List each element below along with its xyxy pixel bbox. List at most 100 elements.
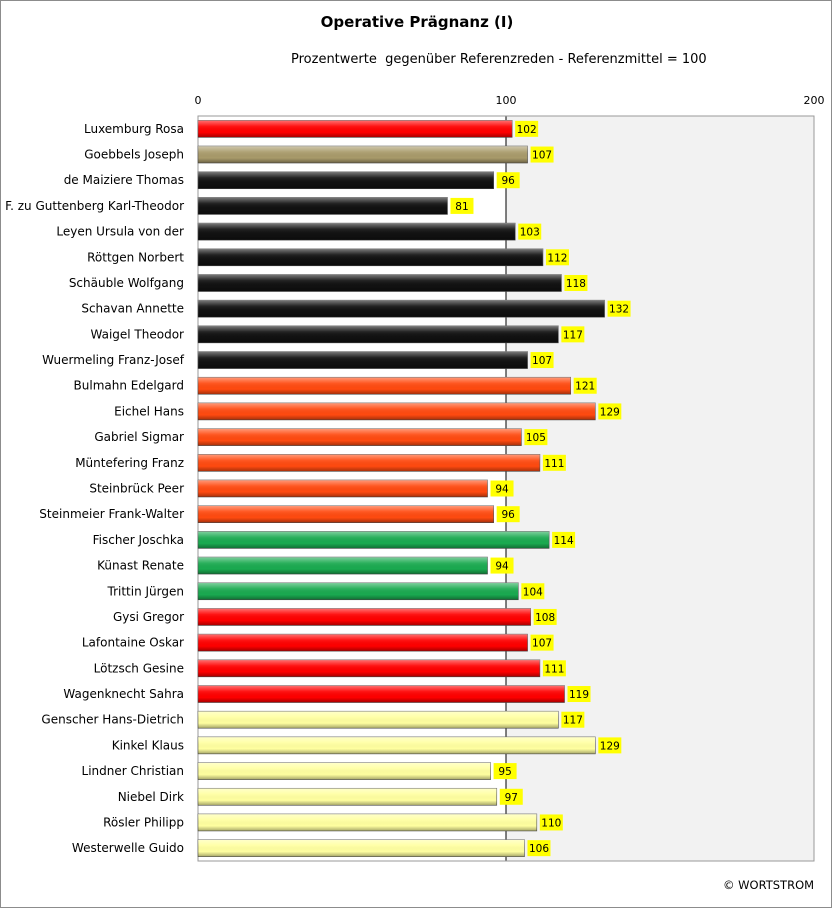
data-label-box	[530, 352, 554, 369]
bar-shine	[198, 454, 540, 472]
data-label: 95	[498, 766, 511, 778]
data-label: 81	[455, 201, 468, 213]
data-label-box	[573, 377, 597, 394]
data-label: 129	[600, 740, 620, 752]
data-label: 118	[566, 278, 586, 290]
bar-shine	[198, 402, 596, 420]
data-label: 107	[532, 150, 552, 162]
data-label-box	[450, 197, 474, 214]
data-label-box	[521, 583, 545, 600]
data-label-box	[496, 506, 520, 523]
data-label: 96	[501, 509, 515, 521]
category-label: Steinmeier Frank-Walter	[39, 507, 184, 521]
data-label-box	[518, 223, 542, 240]
category-label: Lötzsch Gesine	[94, 661, 184, 675]
data-label: 94	[495, 561, 509, 573]
chart-title: Operative Prägnanz (I)	[320, 13, 514, 31]
category-label: Steinbrück Peer	[89, 482, 184, 496]
category-label: Schäuble Wolfgang	[69, 276, 184, 290]
category-label: Waigel Theodor	[91, 327, 185, 341]
data-label: 97	[505, 792, 518, 804]
category-label: Genscher Hans-Dietrich	[41, 713, 184, 727]
bar-shine	[198, 377, 571, 395]
data-label-box	[598, 737, 622, 754]
category-label: Künast Renate	[97, 559, 184, 573]
data-label: 111	[544, 458, 564, 470]
data-label: 105	[526, 432, 546, 444]
category-label: Trittin Jürgen	[107, 584, 184, 598]
category-label: Lindner Christian	[82, 764, 184, 778]
bar-shine	[198, 659, 540, 677]
data-label: 108	[535, 612, 555, 624]
data-label-box	[493, 763, 517, 780]
bar-shine	[198, 171, 494, 189]
data-label: 102	[517, 124, 537, 136]
category-label: Eichel Hans	[114, 404, 184, 418]
bar-shine	[198, 274, 562, 292]
data-label-box	[552, 531, 576, 548]
data-label: 119	[569, 689, 589, 701]
data-label-box	[496, 172, 520, 189]
data-label-box	[490, 557, 514, 574]
data-label: 129	[600, 406, 620, 418]
bar-shine	[198, 325, 559, 343]
bar-shine	[198, 223, 516, 241]
data-label: 94	[495, 484, 509, 496]
data-label-box	[598, 403, 622, 420]
bar-shine	[198, 248, 543, 266]
data-label-box	[561, 711, 585, 728]
category-label: Kinkel Klaus	[112, 738, 184, 752]
category-label: de Maiziere Thomas	[64, 173, 184, 187]
data-label-box	[530, 634, 554, 651]
data-label-box	[564, 274, 588, 291]
bar-shine	[198, 120, 513, 138]
x-tick-label: 100	[496, 94, 517, 107]
data-label-box	[533, 608, 557, 625]
category-label: Wuermeling Franz-Josef	[42, 353, 185, 367]
category-label: Niebel Dirk	[118, 790, 184, 804]
bar-shine	[198, 428, 522, 446]
category-label: Leyen Ursula von der	[56, 225, 184, 239]
bar-shine	[198, 788, 497, 806]
category-label: Lafontaine Oskar	[82, 636, 184, 650]
category-label: Schavan Annette	[81, 302, 184, 316]
data-label: 121	[575, 381, 595, 393]
category-label: F. zu Guttenberg Karl-Theodor	[5, 199, 184, 213]
category-label: Röttgen Norbert	[87, 250, 184, 264]
data-label-box	[524, 429, 548, 446]
data-label: 114	[554, 535, 574, 547]
data-label-box	[499, 788, 523, 805]
category-label: Bulmahn Edelgard	[74, 379, 184, 393]
data-label: 107	[532, 355, 552, 367]
data-label-box	[527, 840, 551, 857]
category-label: Gysi Gregor	[113, 610, 184, 624]
bar-shine	[198, 557, 488, 575]
data-label: 104	[523, 586, 543, 598]
bar-shine	[198, 762, 491, 780]
chart-subtitle: Prozentwerte gegenüber Referenzreden - R…	[291, 52, 707, 67]
data-label-box	[567, 686, 591, 703]
data-label-box	[545, 249, 569, 266]
data-label-box	[539, 814, 563, 831]
bar-shine	[198, 582, 519, 600]
x-tick-label: 200	[804, 94, 825, 107]
bar-shine	[198, 685, 565, 703]
bar-shine	[198, 505, 494, 523]
bar-shine	[198, 531, 550, 549]
data-label: 132	[609, 304, 629, 316]
data-label-box	[530, 146, 554, 163]
category-label: Westerwelle Guido	[72, 841, 184, 855]
data-label: 110	[541, 817, 561, 829]
bar-shine	[198, 711, 559, 729]
bar-shine	[198, 839, 525, 857]
category-label: Müntefering Franz	[75, 456, 184, 470]
category-label: Luxemburg Rosa	[84, 122, 184, 136]
data-label-box	[542, 660, 566, 677]
data-label-box	[515, 120, 539, 137]
data-label: 111	[544, 663, 564, 675]
bar-shine	[198, 480, 488, 497]
data-label: 117	[563, 715, 583, 727]
bar-shine	[198, 813, 537, 831]
